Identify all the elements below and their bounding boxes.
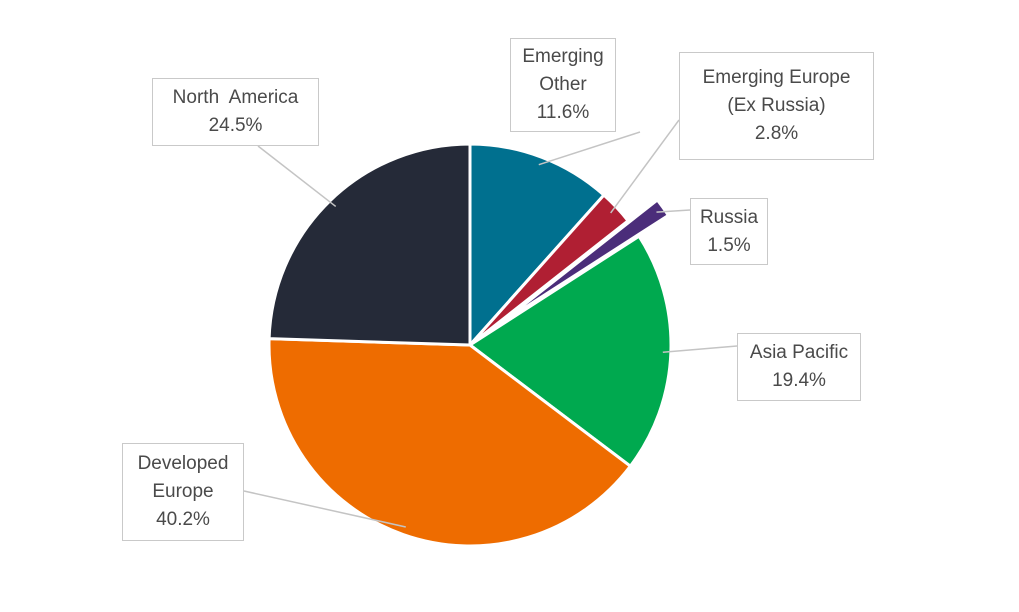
data-label-russia: Russia 1.5% bbox=[690, 198, 768, 265]
slice-name-russia: Russia bbox=[699, 206, 759, 228]
pie-slice-emerging-other bbox=[468, 142, 606, 347]
data-label-asia-pacific: Asia Pacific 19.4% bbox=[737, 333, 861, 401]
slice-value-emerging-other: 11.6% bbox=[536, 102, 590, 123]
slice-name-emerging-other: Emerging bbox=[522, 46, 604, 67]
slice-value-asia-pacific: 19.4% bbox=[772, 370, 826, 391]
leader-line-russia bbox=[656, 209, 691, 213]
leader-line-north-america bbox=[257, 145, 337, 208]
pie-slice-north-america bbox=[267, 142, 472, 347]
slice-name-emerging-other: Other bbox=[539, 74, 587, 95]
pie-slice-emerging-europe bbox=[468, 193, 630, 347]
slice-name-north-america: North America bbox=[172, 87, 299, 108]
leader-line-emerging-europe bbox=[610, 119, 680, 214]
data-label-emerging-europe: Emerging Europe (Ex Russia) 2.8% bbox=[679, 52, 874, 160]
slice-name-asia-pacific: Asia Pacific bbox=[749, 342, 849, 363]
leader-line-emerging-other bbox=[538, 131, 641, 166]
slice-value-emerging-europe: 2.8% bbox=[754, 123, 799, 144]
pie-slice-asia-pacific bbox=[468, 234, 673, 468]
slice-value-russia: 1.5% bbox=[707, 234, 751, 256]
slice-name-emerging-europe: (Ex Russia) bbox=[727, 95, 826, 116]
slice-name-emerging-europe: Emerging Europe bbox=[702, 67, 851, 88]
leader-line-asia-pacific bbox=[662, 345, 738, 354]
data-label-north-america: North America 24.5% bbox=[152, 78, 319, 146]
slice-name-developed-europe: Developed bbox=[137, 453, 229, 474]
slice-name-developed-europe: Europe bbox=[152, 481, 214, 502]
leader-line-developed-europe bbox=[243, 490, 406, 528]
data-label-developed-europe: Developed Europe 40.2% bbox=[122, 443, 244, 541]
slice-value-developed-europe: 40.2% bbox=[156, 509, 210, 530]
slice-value-north-america: 24.5% bbox=[208, 115, 263, 136]
data-label-emerging-other: Emerging Other 11.6% bbox=[510, 38, 616, 132]
pie-slice-russia bbox=[497, 198, 670, 326]
pie-slice-developed-europe bbox=[267, 337, 632, 548]
